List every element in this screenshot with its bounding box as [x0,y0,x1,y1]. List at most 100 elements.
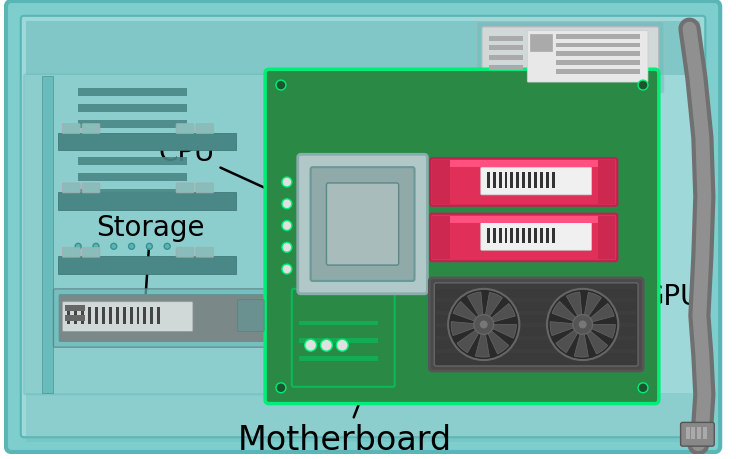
FancyBboxPatch shape [482,28,659,89]
Wedge shape [484,325,509,354]
Bar [528,173,531,189]
FancyBboxPatch shape [82,248,100,257]
FancyBboxPatch shape [82,124,100,134]
Bar [556,70,640,75]
Bar [511,228,514,244]
Circle shape [282,264,292,274]
Bar [556,61,640,66]
Circle shape [129,244,135,250]
Bar [498,228,501,244]
Bar [698,427,701,439]
Circle shape [111,244,117,250]
Circle shape [578,321,587,329]
Bar [436,336,636,341]
FancyBboxPatch shape [176,124,194,134]
Bar [66,305,85,311]
Circle shape [146,244,152,250]
FancyBboxPatch shape [60,295,264,341]
Bar [685,427,690,439]
FancyBboxPatch shape [63,248,80,257]
FancyBboxPatch shape [429,278,643,371]
Bar [123,307,126,325]
FancyBboxPatch shape [54,289,270,347]
FancyBboxPatch shape [82,184,100,194]
Bar [534,228,537,244]
FancyBboxPatch shape [238,300,264,332]
Circle shape [276,383,286,393]
FancyBboxPatch shape [681,422,714,446]
Bar [74,307,77,325]
Bar [552,173,555,189]
Bar [58,192,236,210]
Bar [66,315,85,321]
Circle shape [276,81,286,91]
Wedge shape [552,302,583,325]
Circle shape [282,199,292,209]
Bar [598,216,615,260]
Bar [81,307,84,325]
Bar [130,307,132,325]
Wedge shape [550,322,583,336]
Bar [692,427,696,439]
Circle shape [164,244,170,250]
Bar [540,173,543,189]
Bar [489,56,523,61]
Bar [523,228,526,244]
Bar [78,174,187,182]
Circle shape [336,340,348,352]
Wedge shape [583,325,615,339]
Bar [486,228,489,244]
Bar [552,228,555,244]
Circle shape [448,289,520,360]
Bar [486,173,489,189]
FancyBboxPatch shape [176,248,194,257]
Bar [26,22,701,76]
Bar [523,173,526,189]
FancyBboxPatch shape [196,184,213,194]
Bar [432,216,450,260]
Text: GPU: GPU [591,282,701,325]
FancyBboxPatch shape [196,124,213,134]
Bar [517,228,520,244]
FancyBboxPatch shape [63,124,80,134]
Bar [78,105,187,112]
Bar [67,307,70,325]
Circle shape [305,340,316,352]
Bar [556,34,640,39]
Wedge shape [475,325,489,357]
Circle shape [75,244,81,250]
Bar [144,307,146,325]
FancyBboxPatch shape [527,32,648,83]
Bar [598,161,615,204]
Bar [556,52,640,57]
Circle shape [573,315,592,335]
Bar [58,133,236,151]
FancyBboxPatch shape [481,223,592,251]
Wedge shape [583,304,615,325]
Text: RAM: RAM [359,73,517,179]
Wedge shape [453,302,484,325]
Bar [299,356,378,361]
Bar [540,228,543,244]
Bar [78,89,187,97]
Bar [158,307,160,325]
Bar [504,228,508,244]
FancyBboxPatch shape [311,168,414,281]
Bar [116,307,118,325]
Bar [432,161,450,204]
Bar [436,298,636,302]
Circle shape [547,289,618,360]
Circle shape [320,340,333,352]
FancyBboxPatch shape [265,70,659,404]
Bar [489,46,523,51]
Bar [299,339,378,343]
Circle shape [638,383,648,393]
Wedge shape [484,293,503,325]
Bar [489,37,523,41]
Wedge shape [574,325,588,357]
Wedge shape [457,325,484,353]
Text: Storage: Storage [96,213,205,308]
FancyBboxPatch shape [431,159,618,206]
Bar [432,216,615,223]
Bar [102,307,105,325]
